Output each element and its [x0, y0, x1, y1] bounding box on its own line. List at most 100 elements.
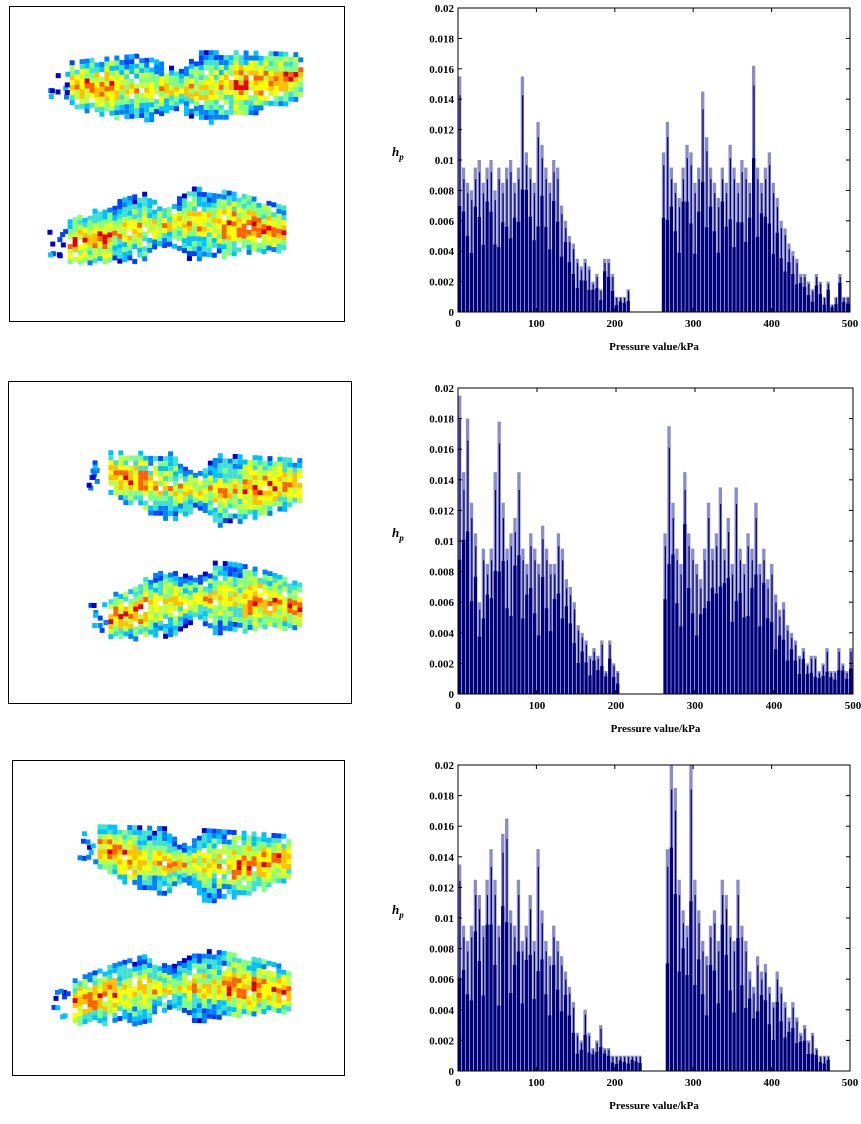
pressure-pixel	[196, 993, 202, 999]
histogram-bar	[702, 951, 704, 1071]
pressure-pixel	[128, 465, 134, 471]
x-tick-label: 500	[845, 700, 861, 712]
pressure-pixel	[292, 620, 298, 626]
pressure-pixel	[148, 485, 154, 491]
pressure-pixel	[137, 217, 143, 223]
pressure-pixel	[123, 470, 129, 476]
pressure-pixel	[182, 466, 188, 472]
pressure-pixel	[187, 620, 193, 626]
pressure-pixel	[217, 595, 223, 601]
pressure-pixel	[272, 501, 278, 507]
pressure-pixel	[188, 88, 194, 94]
histogram-bar	[741, 937, 743, 1071]
pressure-pixel	[104, 101, 110, 107]
pressure-pixel	[256, 982, 262, 988]
pressure-pixel	[142, 865, 148, 871]
pressure-pixel	[293, 62, 299, 68]
pressure-pixel	[99, 86, 105, 92]
pressure-pixel	[237, 622, 243, 628]
pressure-pixel	[94, 107, 100, 113]
histogram-bar	[573, 1007, 575, 1071]
pressure-pixel	[193, 101, 199, 107]
pressure-pixel	[162, 223, 168, 229]
pressure-pixel	[282, 472, 288, 478]
pressure-pixel	[222, 473, 228, 479]
pressure-pixel	[203, 55, 209, 61]
pressure-pixel	[143, 465, 149, 471]
pressure-pixel	[142, 1008, 148, 1014]
pressure-pixel	[117, 859, 123, 865]
pressure-pixel	[276, 848, 282, 854]
x-tick-label: 300	[685, 318, 702, 330]
pressure-pixel	[238, 65, 244, 71]
pressure-pixel	[79, 89, 85, 95]
pressure-pixel	[216, 233, 222, 239]
pressure-pixel	[198, 95, 204, 101]
pressure-pixel	[187, 499, 193, 505]
pressure-pixel	[107, 227, 113, 233]
pressure-pixel	[181, 872, 187, 878]
pressure-pixel	[178, 73, 184, 79]
pressure-pixel	[232, 463, 238, 469]
pressure-pixel	[266, 847, 272, 853]
pressure-pixel	[232, 493, 238, 499]
pressure-pixel	[163, 495, 169, 501]
pressure-pixel	[84, 68, 90, 74]
pressure-pixel	[213, 104, 219, 110]
pressure-pixel	[117, 243, 123, 249]
pressure-pixel	[178, 498, 183, 504]
pressure-pixel	[226, 859, 232, 865]
pressure-pixel	[191, 843, 197, 849]
pressure-pixel	[159, 111, 165, 117]
pressure-pixel	[157, 860, 163, 866]
pressure-pixel	[143, 626, 149, 632]
pressure-pixel	[92, 1005, 98, 1011]
pressure-pixel	[222, 615, 228, 621]
pressure-pixel	[85, 839, 91, 845]
pressure-pixel	[256, 866, 262, 872]
pressure-pixel	[92, 464, 98, 470]
pressure-pixel	[92, 233, 98, 239]
pressure-pixel	[242, 593, 248, 599]
pressure-pixel	[198, 90, 204, 96]
pressure-pixel	[147, 227, 153, 233]
pressure-pixel	[122, 242, 128, 248]
pressure-pixel	[256, 972, 262, 978]
pressure-pixel	[158, 510, 164, 516]
pressure-pixel	[262, 609, 268, 615]
pressure-pixel	[152, 969, 158, 975]
histogram-bar	[597, 658, 599, 694]
pressure-pixel	[237, 484, 243, 490]
pressure-pixel	[192, 472, 198, 478]
pressure-pixel	[87, 987, 93, 993]
pressure-pixel	[251, 221, 257, 227]
pressure-pixel	[142, 989, 148, 995]
pressure-pixel	[246, 870, 252, 876]
pressure-pixel	[152, 229, 158, 235]
pressure-pixel	[158, 605, 164, 611]
pressure-pixel	[138, 599, 144, 605]
pressure-pixel	[226, 991, 232, 997]
pressure-pixel	[87, 250, 93, 256]
histogram-bar	[747, 546, 749, 694]
pressure-pixel	[211, 848, 217, 854]
pressure-pixel	[107, 212, 113, 218]
pressure-pixel	[72, 256, 78, 262]
pressure-pixel	[79, 79, 85, 85]
pressure-pixel	[261, 1009, 267, 1015]
pressure-pixel	[87, 220, 93, 226]
pressure-pixel	[84, 108, 90, 114]
pressure-pixel	[201, 1018, 207, 1024]
pressure-pixel	[104, 91, 110, 97]
histogram-bar	[772, 1007, 775, 1071]
pressure-pixel	[153, 592, 159, 598]
pressure-pixel	[122, 202, 128, 208]
pressure-pixel	[213, 65, 219, 71]
pressure-pixel	[241, 238, 247, 244]
pressure-pixel	[208, 50, 214, 56]
pressure-pixel	[257, 592, 263, 598]
pressure-pixel	[182, 598, 188, 604]
pressure-pixel	[196, 855, 202, 861]
pressure-pixel	[206, 207, 212, 213]
pressure-pixel	[197, 574, 203, 580]
